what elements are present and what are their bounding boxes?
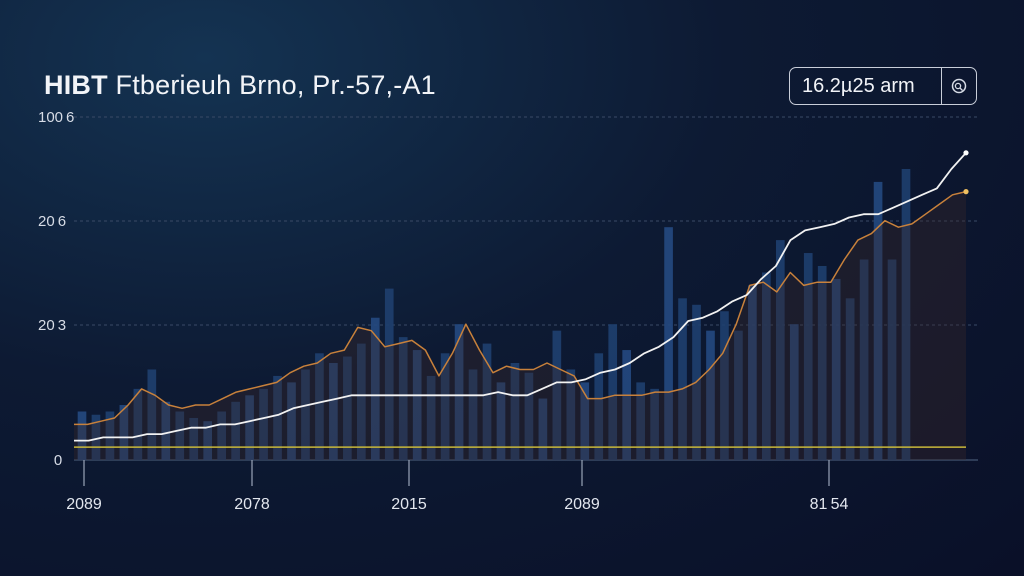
y-tick-label: 100 6: [38, 109, 74, 126]
bar: [538, 398, 548, 460]
bar: [803, 253, 813, 460]
x-tick-label: 2089: [564, 496, 600, 513]
bar: [468, 369, 478, 460]
bar: [873, 181, 883, 460]
bar: [217, 411, 226, 460]
bar: [77, 411, 87, 460]
bar: [245, 395, 254, 460]
bar: [496, 382, 506, 460]
search-button[interactable]: [942, 68, 976, 104]
bar: [454, 324, 464, 460]
bar: [189, 417, 199, 460]
bar: [524, 372, 534, 460]
bar: [440, 353, 450, 460]
bar: [329, 362, 338, 460]
bar: [831, 278, 841, 460]
bar: [231, 401, 240, 460]
bar: [678, 298, 687, 460]
bar: [315, 353, 324, 460]
bar: [412, 350, 422, 460]
bar: [594, 353, 604, 460]
chart-title: HIBT Ftberieuh Brno, Pr.-57,-A1: [44, 70, 436, 100]
bar: [161, 401, 171, 460]
bar: [817, 265, 827, 460]
x-tick-label: 2015: [391, 496, 427, 513]
bar: [608, 324, 618, 460]
bar: [748, 285, 757, 460]
bar: [734, 330, 743, 460]
search-icon: [951, 78, 967, 94]
bar: [482, 343, 492, 460]
bar: [133, 388, 143, 460]
value-readout-box[interactable]: 16.2µ25 arm: [789, 67, 977, 105]
bar: [370, 317, 380, 460]
value-readout-text: 16.2µ25 arm: [790, 68, 942, 104]
bar: [552, 330, 562, 460]
bar: [203, 421, 213, 460]
bar: [622, 350, 632, 460]
bar: [580, 382, 590, 460]
bar: [356, 343, 366, 460]
bar: [845, 298, 855, 460]
bar: [762, 272, 771, 460]
bar: [510, 362, 520, 460]
bar: [175, 411, 185, 460]
y-tick-label: 0: [54, 452, 62, 469]
bar: [259, 388, 268, 460]
bar: [273, 375, 282, 460]
bar: [650, 388, 659, 460]
x-tick-label: 2078: [234, 496, 270, 513]
bar: [398, 337, 408, 460]
bar: [384, 288, 394, 460]
bar: [887, 259, 897, 460]
bar: [901, 168, 911, 460]
series-area: [74, 191, 966, 460]
series-line: [74, 190, 967, 426]
bar: [566, 369, 576, 460]
bar: [636, 382, 645, 460]
series-line: [74, 152, 967, 442]
bar: [664, 227, 673, 460]
x-tick-label: 81 54: [810, 496, 849, 513]
bar: [706, 330, 715, 460]
bar: [789, 324, 799, 460]
bar: [105, 411, 115, 460]
bar: [859, 259, 869, 460]
bar: [343, 356, 352, 460]
y-tick-label: 20 6: [38, 213, 66, 230]
bar: [301, 369, 310, 460]
bar: [720, 311, 729, 460]
bar: [775, 240, 785, 460]
x-tick-label: 2089: [66, 496, 102, 513]
bar: [426, 375, 436, 460]
bar: [119, 405, 129, 460]
bar: [91, 414, 101, 460]
y-tick-label: 20 3: [38, 317, 66, 334]
series-end-point: [963, 150, 969, 156]
series-end-point: [963, 189, 969, 195]
bar: [287, 382, 296, 460]
bar: [147, 369, 157, 460]
